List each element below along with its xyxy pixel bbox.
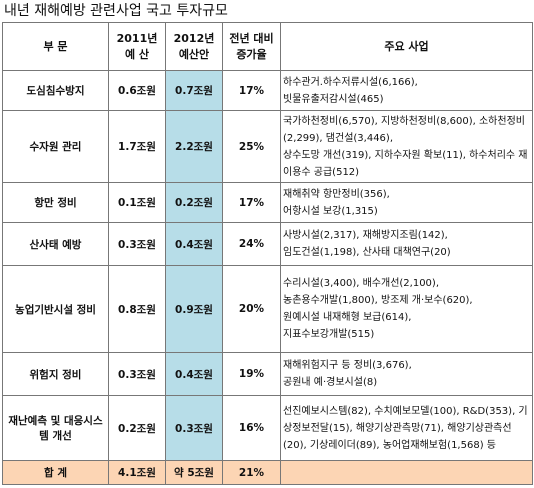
detail-text: 하수관거.하수저류시설(6,166), <box>283 76 418 88</box>
category-cell: 수자원 관리 <box>2 110 109 183</box>
detail-text: 선진예보시스템(82), 수치예보모델(100), R&D(353), 기상정보… <box>283 405 528 451</box>
header-cell: 주요 사업 <box>280 22 533 71</box>
detail-text: 공원내 예·경보시설(8) <box>283 377 378 388</box>
category-cell: 도심침수방지 <box>2 70 109 111</box>
value-cell: 2.2조원 <box>165 110 223 183</box>
category-cell: 농업기반시설 정비 <box>2 265 109 353</box>
total-row: 합 계 4.1조원 약 5조원 21% <box>2 460 533 485</box>
value-cell: 19% <box>222 352 281 396</box>
detail-cell: 수리시설(3,400), 배수개선(2,100), 농촌용수개발(1,800), … <box>280 265 533 353</box>
value-cell: 0.8조원 <box>108 265 166 353</box>
detail-text: 재해위험지구 등 정비(3,676), <box>283 360 412 371</box>
detail-text: 임도건설(1,198), 산사태 대책연구(20) <box>283 247 451 258</box>
header-text: 2011년 <box>116 31 158 45</box>
data-row: 농업기반시설 정비 0.8조원 0.9조원 20% 수리시설(3,400), 배수개선(… <box>2 265 533 353</box>
total-cell: 합 계 <box>2 460 109 485</box>
table-body: 도심침수방지 0.6조원 0.7조원 17% 하수관거.하수저류시설(6,166), 빗물… <box>2 70 533 485</box>
category-cell: 산사태 예방 <box>2 222 109 266</box>
detail-text: 수리시설(3,400), 배수개선(2,100), <box>283 278 439 289</box>
value-cell: 0.3조원 <box>108 352 166 396</box>
total-cell: 4.1조원 <box>108 460 166 485</box>
header-text: 전년 대비 <box>229 31 274 45</box>
value-cell: 0.4조원 <box>165 352 223 396</box>
value-cell: 0.2조원 <box>108 395 166 461</box>
value-cell: 0.4조원 <box>165 222 223 266</box>
detail-cell: 국가하천정비(6,570), 지방하천정비(8,600), 소하천정비(2,29… <box>280 110 533 183</box>
value-cell: 24% <box>222 222 281 266</box>
value-cell: 0.6조원 <box>108 70 166 111</box>
detail-text: 상수도망 개선(319), 지하수자원 확보(11), 하수처리수 재이용수 공… <box>283 149 528 178</box>
header-text: 예 산 <box>124 47 150 61</box>
detail-cell: 사방시설(2,317), 재해방지조림(142), 임도건설(1,198), 산사… <box>280 222 533 266</box>
header-text: 주요 사업 <box>384 39 429 53</box>
value-cell: 0.3조원 <box>108 222 166 266</box>
detail-cell: 선진예보시스템(82), 수치예보모델(100), R&D(353), 기상정보… <box>280 395 533 461</box>
header-text: 예산안 <box>178 47 210 61</box>
header-text: 부 문 <box>43 39 68 53</box>
value-cell: 0.2조원 <box>165 182 223 223</box>
detail-text: 지표수보강개발(515) <box>283 329 375 340</box>
data-row: 항만 정비 0.1조원 0.2조원 17% 재해취약 항만정비(356), 어항시설 보강… <box>2 182 533 223</box>
header-row: 부 문 2011년 예 산 2012년 예산안 전년 대비 증가율 주요 사업 <box>2 22 533 71</box>
detail-text: 사방시설(2,317), 재해방지조림(142), <box>283 230 448 241</box>
data-row: 수자원 관리 1.7조원 2.2조원 25% 국가하천정비(6,570), 지방하천정비… <box>2 110 533 183</box>
data-row: 도심침수방지 0.6조원 0.7조원 17% 하수관거.하수저류시설(6,166), 빗물… <box>2 70 533 111</box>
value-cell: 0.3조원 <box>165 395 223 461</box>
header-text: 2012년 <box>173 31 215 45</box>
value-cell: 0.9조원 <box>165 265 223 353</box>
total-empty <box>280 460 533 485</box>
detail-text: 원예시설 내재해형 보급(614), <box>283 312 412 323</box>
value-cell: 25% <box>222 110 281 183</box>
header-text: 증가율 <box>236 47 267 61</box>
data-row: 위험지 정비 0.3조원 0.4조원 19% 재해위험지구 등 정비(3,676), 공원… <box>2 352 533 396</box>
data-row: 산사태 예방 0.3조원 0.4조원 24% 사방시설(2,317), 재해방지조림(1… <box>2 222 533 266</box>
value-cell: 17% <box>222 70 281 111</box>
data-row: 재난예측 및 대응시스템 개선 0.2조원 0.3조원 16% 선진예보시스템(82),… <box>2 395 533 461</box>
detail-cell: 재해취약 항만정비(356), 어항시설 보강(1,315) <box>280 182 533 223</box>
detail-cell: 재해위험지구 등 정비(3,676), 공원내 예·경보시설(8) <box>280 352 533 396</box>
category-cell: 재난예측 및 대응시스템 개선 <box>2 395 109 461</box>
value-cell: 1.7조원 <box>108 110 166 183</box>
detail-text: 빗물유출저감시설(465) <box>283 93 384 105</box>
category-cell: 항만 정비 <box>2 182 109 223</box>
title: 내년 재해예방 관련사업 국고 투자규모 <box>4 3 228 19</box>
investment-table: 부 문 2011년 예 산 2012년 예산안 전년 대비 증가율 주요 사업 도심침수방지 0… <box>2 22 533 485</box>
detail-cell: 하수관거.하수저류시설(6,166), 빗물유출저감시설(465) <box>280 70 533 111</box>
detail-text: 어항시설 보강(1,315) <box>283 205 378 217</box>
category-cell: 위험지 정비 <box>2 352 109 396</box>
value-cell: 0.1조원 <box>108 182 166 223</box>
value-cell: 17% <box>222 182 281 223</box>
total-cell: 21% <box>222 460 281 485</box>
value-cell: 16% <box>222 395 281 461</box>
value-cell: 0.7조원 <box>165 70 223 111</box>
detail-text: 국가하천정비(6,570), 지방하천정비(8,600), 소하천정비(2,29… <box>283 115 525 144</box>
value-cell: 20% <box>222 265 281 353</box>
header-cell: 부 문 <box>2 22 109 71</box>
detail-text: 농촌용수개발(1,800), 방조제 개·보수(620), <box>283 295 473 306</box>
total-cell: 약 5조원 <box>165 460 223 485</box>
detail-text: 재해취약 항만정비(356), <box>283 188 390 200</box>
